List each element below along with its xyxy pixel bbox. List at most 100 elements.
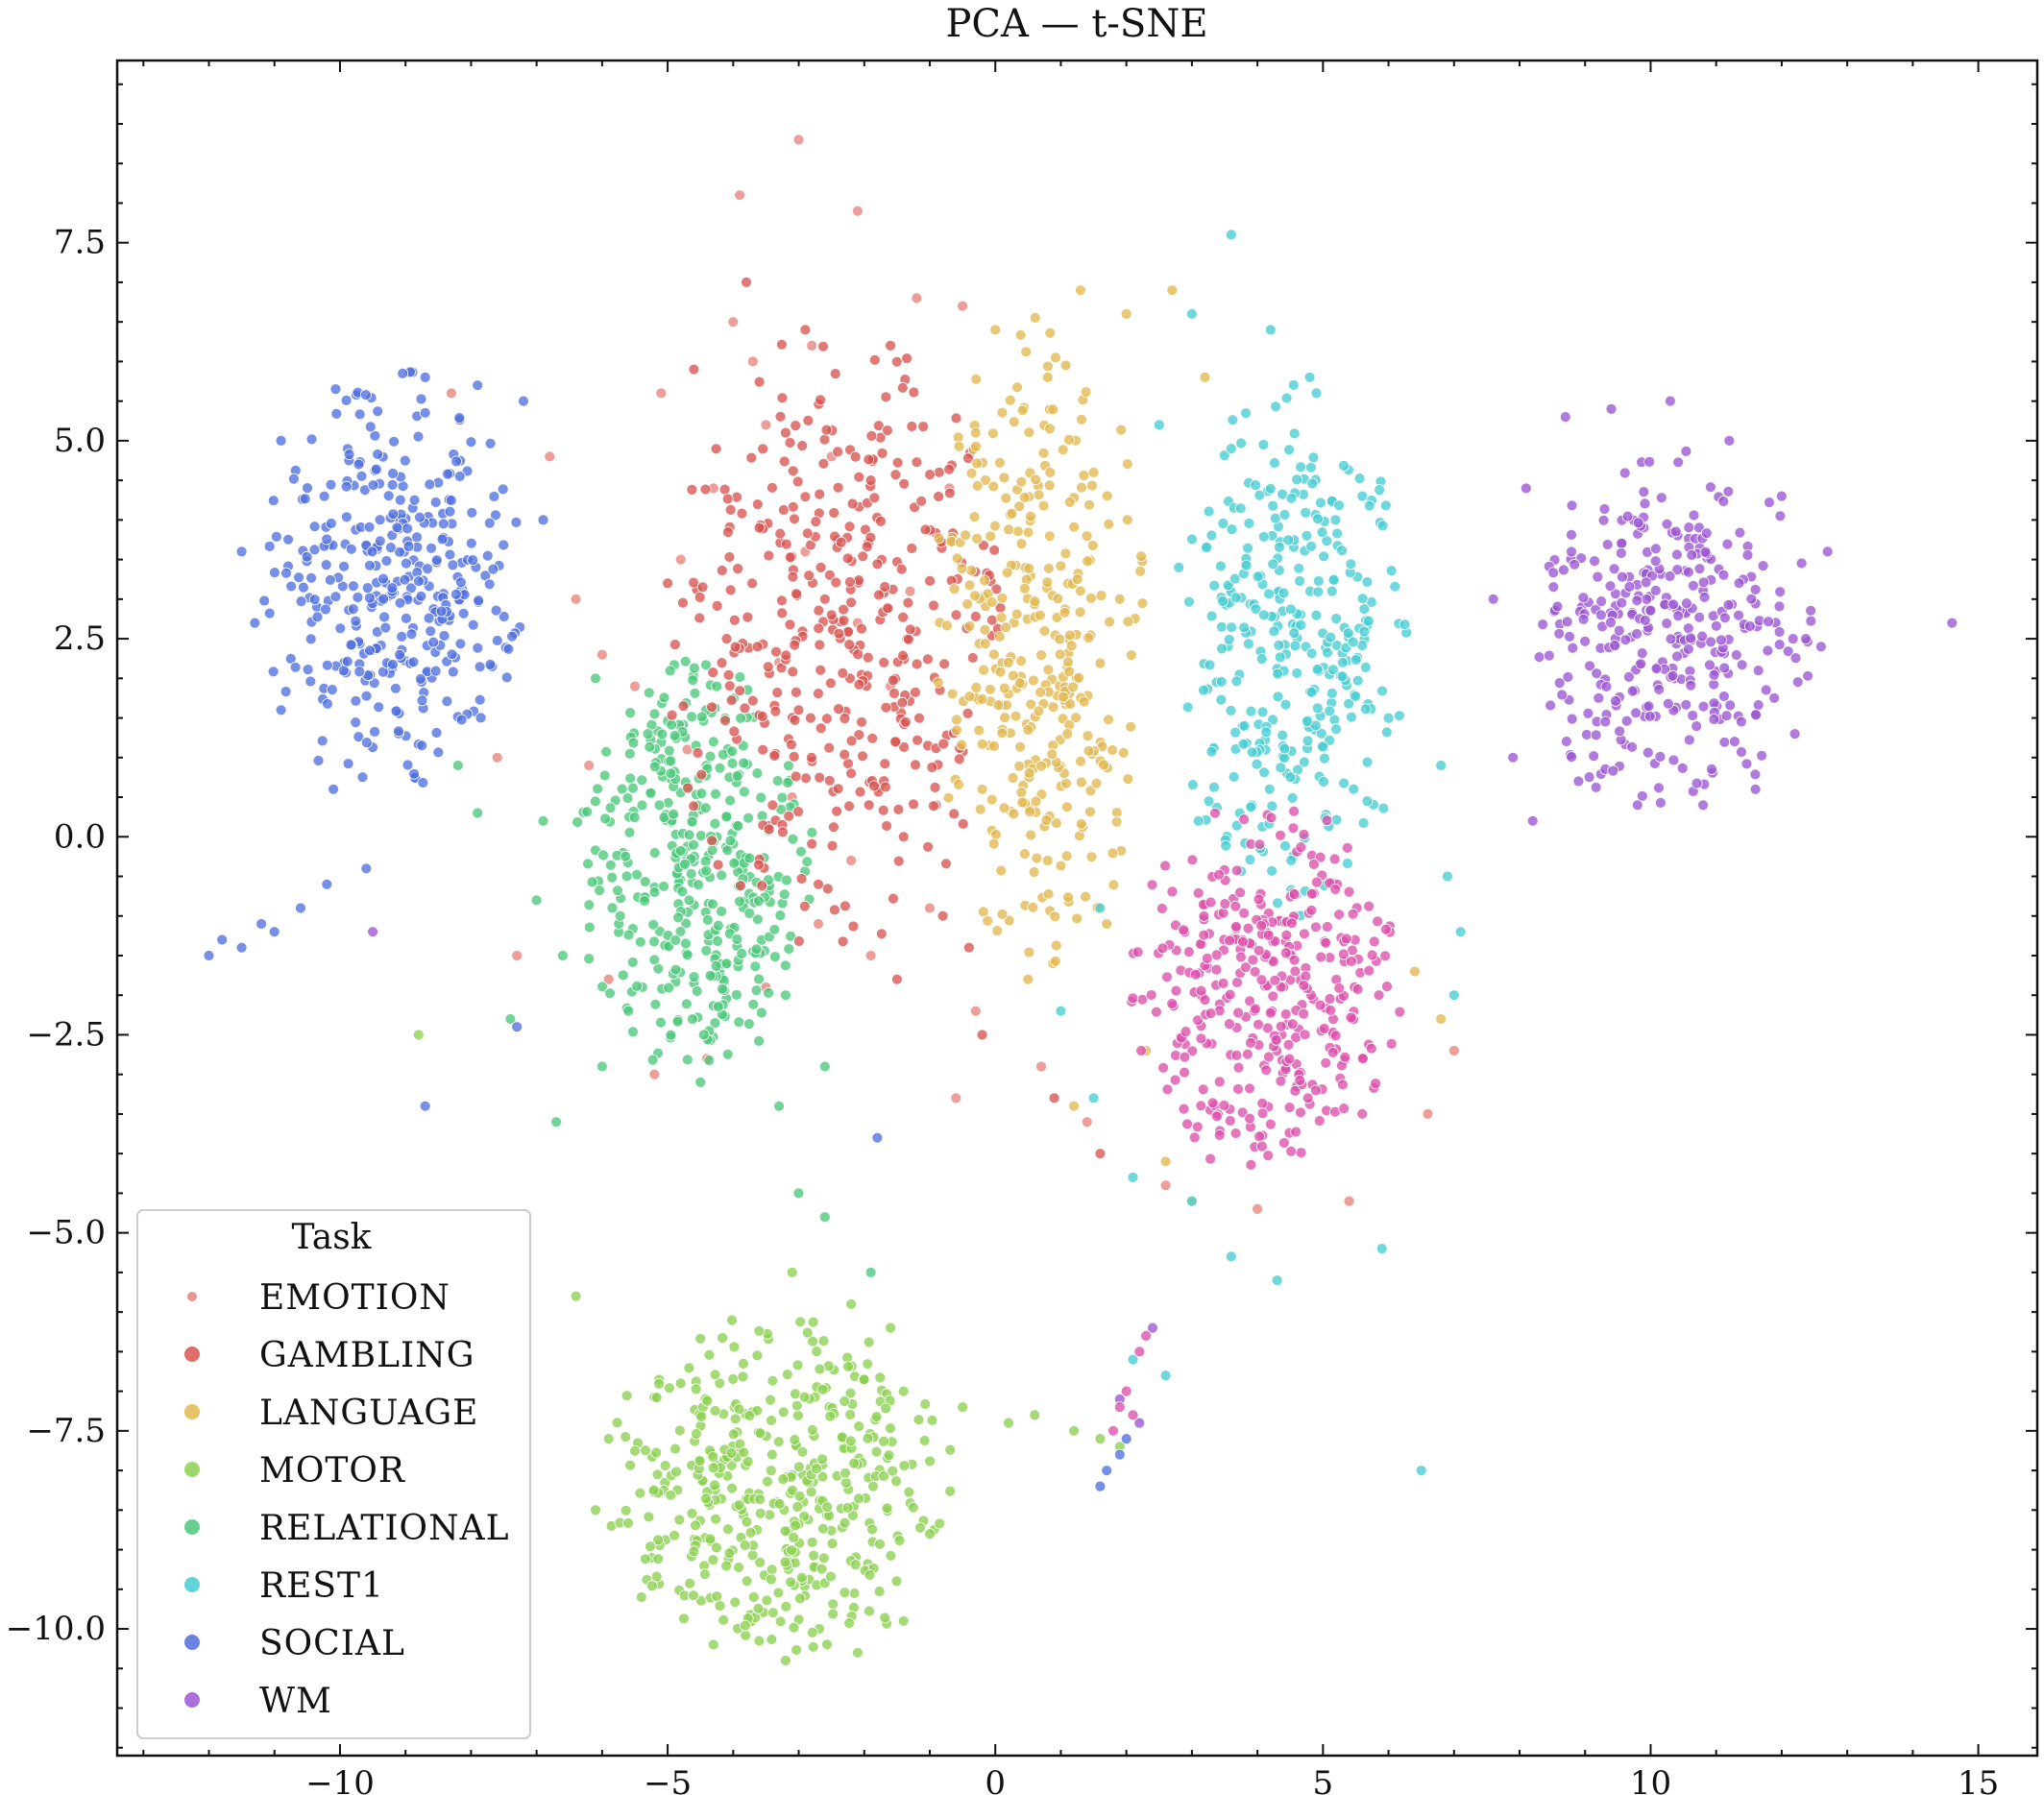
- point-motor: [673, 1424, 686, 1437]
- point-motor: [792, 1461, 805, 1473]
- point-language: [951, 724, 962, 737]
- point-gambling: [728, 725, 741, 738]
- point-relational: [685, 867, 697, 880]
- point-wm: [1626, 740, 1638, 753]
- point-wm: [1815, 641, 1827, 653]
- point-relational: [604, 859, 617, 871]
- point-relational: [681, 998, 693, 1010]
- point-relational: [627, 782, 639, 794]
- point-relational: [700, 659, 712, 671]
- point-emotion: [1300, 970, 1312, 982]
- point-social: [341, 655, 353, 667]
- point-wm: [1566, 751, 1577, 763]
- point-emotion: [1213, 868, 1225, 881]
- point-emotion: [1224, 1018, 1235, 1030]
- point-language: [1071, 573, 1083, 586]
- point-emotion: [1275, 1075, 1287, 1087]
- point-gambling: [751, 498, 764, 510]
- point-emotion: [1337, 948, 1350, 960]
- point-relational: [706, 844, 718, 857]
- point-wm: [1721, 538, 1734, 550]
- point-motor: [786, 1267, 798, 1278]
- point-emotion: [1302, 1092, 1314, 1104]
- point-gambling: [694, 592, 706, 603]
- point-gambling: [924, 469, 936, 481]
- point-rest1: [1317, 740, 1328, 753]
- point-relational: [743, 908, 756, 919]
- point-motor: [640, 1444, 651, 1456]
- point-gambling: [929, 782, 941, 793]
- point-emotion: [1120, 1385, 1132, 1397]
- point-relational: [604, 987, 616, 1000]
- point-emotion: [1263, 1051, 1275, 1063]
- point-gambling: [900, 716, 912, 728]
- point-gambling: [796, 440, 809, 452]
- point-language: [1043, 479, 1056, 492]
- point-motor: [754, 1427, 766, 1440]
- point-motor: [741, 1575, 753, 1588]
- point-wm: [1688, 509, 1700, 522]
- point-wm: [1556, 689, 1569, 701]
- point-language: [1010, 710, 1022, 722]
- point-motor: [934, 1517, 946, 1530]
- point-relational: [704, 969, 717, 982]
- point-motor: [707, 1554, 719, 1565]
- point-gambling: [833, 703, 844, 715]
- point-motor: [785, 1576, 796, 1589]
- point-wm: [1683, 734, 1695, 746]
- legend-title: Task: [292, 1218, 373, 1257]
- point-rest1: [1208, 781, 1220, 793]
- point-language: [1034, 609, 1046, 621]
- point-gambling: [940, 858, 952, 870]
- point-social: [498, 611, 510, 622]
- point-relational: [731, 934, 743, 945]
- point-language: [1033, 705, 1045, 717]
- point-wm: [1762, 644, 1774, 657]
- point-gambling: [990, 583, 1003, 595]
- point-relational: [694, 830, 707, 841]
- point-social: [467, 554, 479, 566]
- point-motor: [652, 1534, 664, 1546]
- point-motor: [807, 1316, 819, 1328]
- point-social: [359, 389, 372, 401]
- point-social: [472, 379, 484, 392]
- point-relational: [596, 1060, 608, 1073]
- point-rest1: [1225, 704, 1237, 716]
- point-gambling: [880, 391, 892, 403]
- point-motor: [796, 1445, 809, 1458]
- point-relational: [665, 755, 677, 767]
- y-tick-label: 0.0: [54, 817, 106, 856]
- point-relational: [683, 894, 695, 907]
- point-social: [308, 594, 321, 606]
- point-wm: [1619, 634, 1632, 646]
- point-rest1: [1201, 541, 1213, 553]
- point-gambling: [677, 700, 690, 712]
- point-gambling: [833, 627, 845, 640]
- point-wm: [1682, 622, 1694, 635]
- point-gambling: [832, 446, 843, 458]
- point-gambling: [810, 516, 822, 527]
- point-gambling: [878, 656, 890, 668]
- point-wm: [1654, 751, 1667, 763]
- point-motor: [678, 1613, 690, 1625]
- point-gambling: [828, 821, 840, 834]
- point-social: [444, 505, 456, 518]
- point-relational: [622, 929, 635, 941]
- point-language: [1050, 939, 1062, 952]
- point-motor: [919, 1398, 932, 1410]
- point-language: [1013, 760, 1026, 772]
- point-language: [951, 714, 962, 726]
- point-emotion: [1333, 982, 1346, 994]
- point-gambling: [778, 455, 791, 468]
- point-social: [345, 639, 357, 651]
- point-motor: [653, 1378, 665, 1390]
- point-language: [1037, 499, 1050, 512]
- point-emotion: [1283, 1102, 1296, 1113]
- point-social: [394, 494, 406, 506]
- point-language: [1022, 526, 1034, 539]
- point-motor: [709, 1369, 721, 1381]
- point-rest1: [1242, 638, 1254, 650]
- point-language: [1015, 787, 1028, 799]
- point-motor: [726, 1482, 738, 1494]
- point-rest1: [1238, 719, 1251, 732]
